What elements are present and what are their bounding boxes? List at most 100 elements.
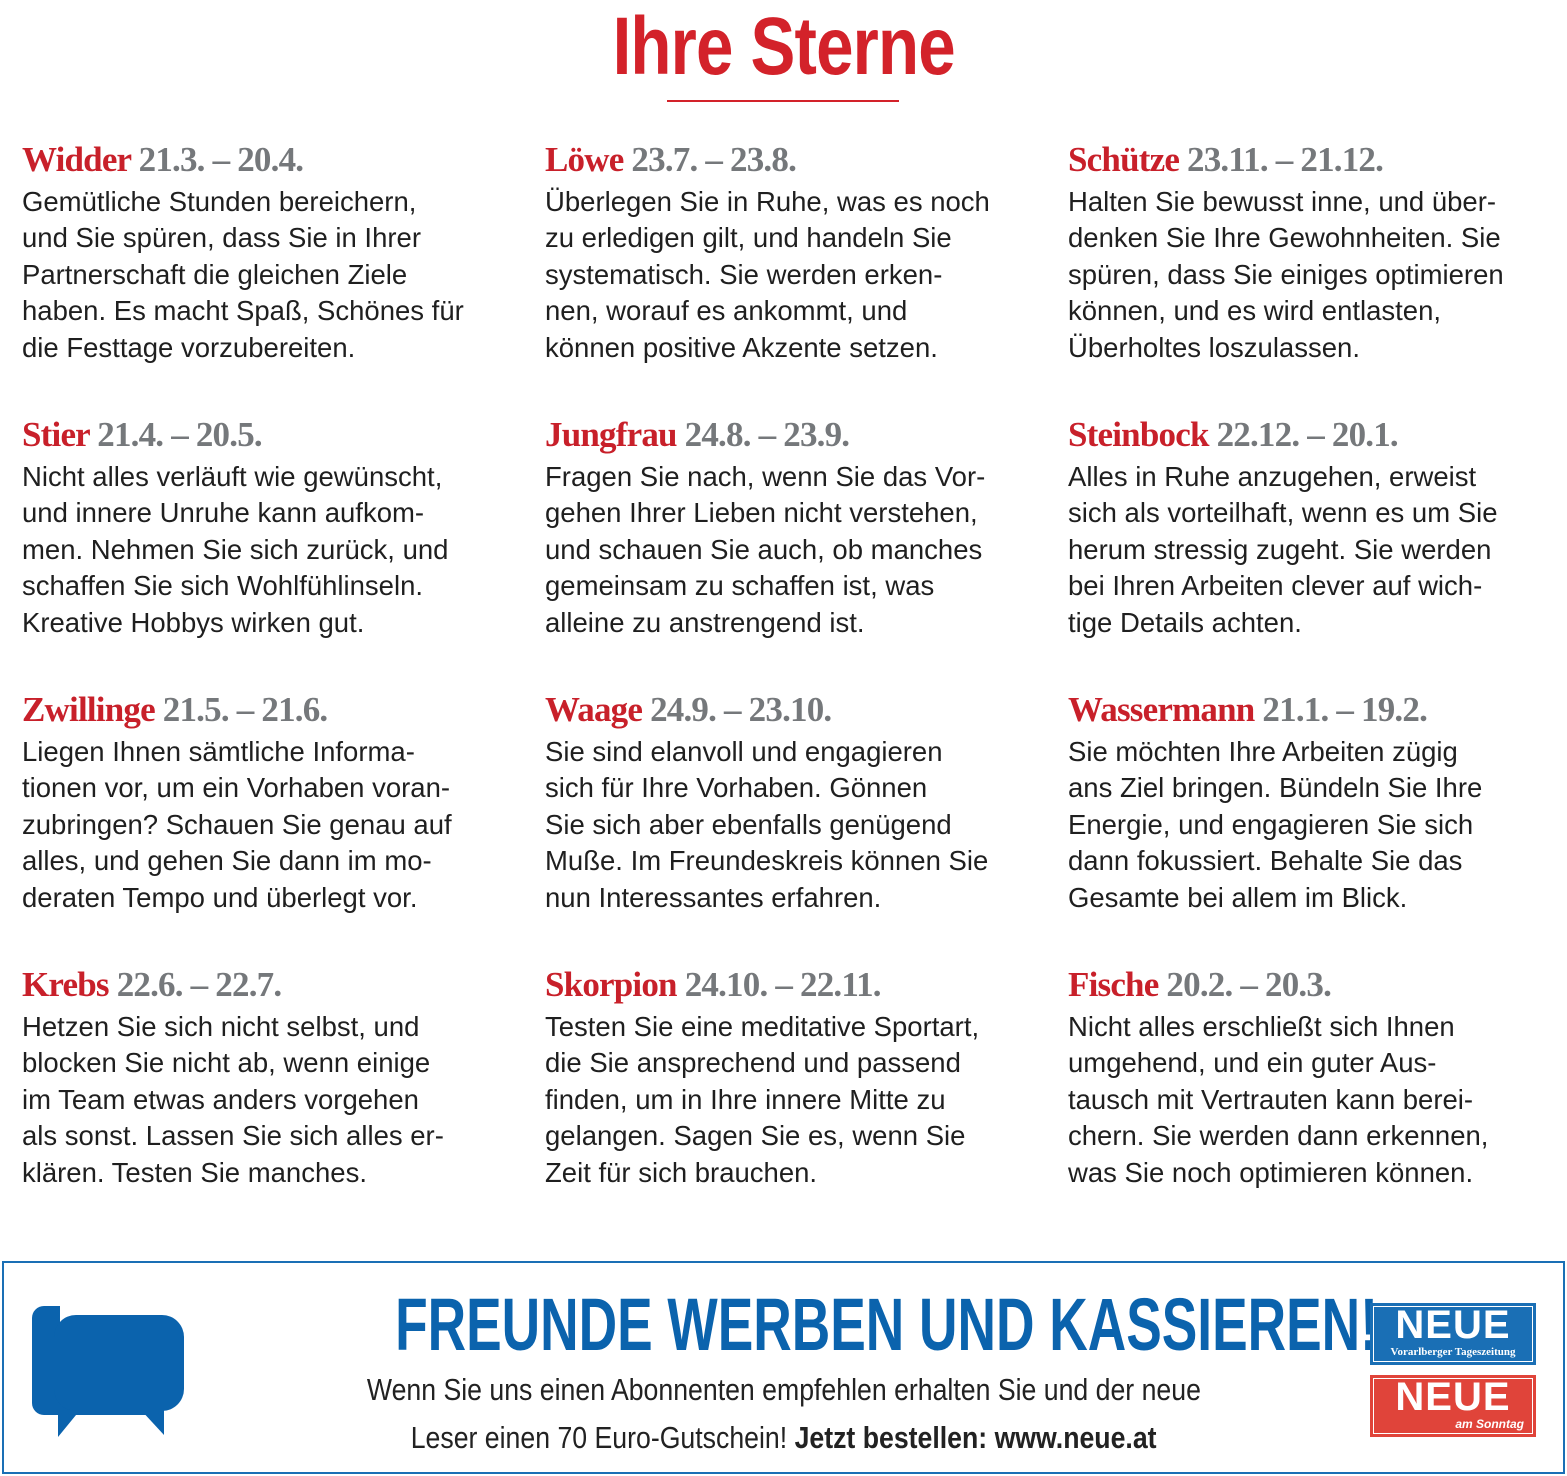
- sign-text: Nicht alles erschließt sich Ihnen umgehen…: [1068, 1009, 1567, 1191]
- horoscope-fische: Fische 20.2. – 20.3. Nicht alles erschlie…: [1068, 965, 1567, 1191]
- text-line: als sonst. Lassen Sie sich alles er-: [22, 1120, 444, 1152]
- sign-name: Jungfrau: [545, 415, 677, 454]
- sign-heading: Steinbock 22.12. – 20.1.: [1068, 415, 1567, 459]
- horoscope-wassermann: Wassermann 21.1. – 19.2. Sie möchten Ihre…: [1068, 690, 1567, 916]
- neue-tageszeitung-logo[interactable]: NEUE Vorarlberger Tageszeitung: [1370, 1303, 1536, 1365]
- sign-text: Nicht alles verläuft wie gewünscht, und i…: [22, 459, 532, 641]
- text-line: Partnerschaft die gleichen Ziele: [22, 258, 408, 290]
- text-line: nen, worauf es ankommt, und: [545, 295, 908, 327]
- text-line: und innere Unruhe kann aufkom-: [22, 497, 425, 529]
- sign-name: Fische: [1068, 965, 1159, 1004]
- sign-dates: 24.10. – 22.11.: [684, 965, 882, 1004]
- text-line: können positive Akzente setzen.: [545, 331, 938, 363]
- horoscope-zwillinge: Zwillinge 21.5. – 21.6. Liegen Ihnen sämt…: [22, 690, 532, 916]
- advertisement-banner[interactable]: FREUNDE WERBEN UND KASSIEREN! Wenn Sie u…: [2, 1261, 1565, 1474]
- horoscope-schtze: Schütze 23.11. – 21.12. Halten Sie bewuss…: [1068, 140, 1567, 366]
- text-line: die Festtage vorzubereiten.: [22, 331, 356, 363]
- text-line: schaffen Sie sich Wohlfühlinseln.: [22, 570, 424, 602]
- text-line: blocken Sie nicht ab, wenn einige: [22, 1047, 431, 1079]
- sign-name: Skorpion: [545, 965, 678, 1004]
- text-line: zubringen? Schauen Sie genau auf: [22, 808, 452, 840]
- horoscope-widder: Widder 21.3. – 20.4. Gemütliche Stunden b…: [22, 140, 532, 366]
- text-line: gehen Ihrer Lieben nicht verstehen,: [545, 497, 978, 529]
- neue-am-sonntag-logo[interactable]: NEUE am Sonntag: [1370, 1375, 1536, 1437]
- ad-headline: FREUNDE WERBEN UND KASSIEREN!: [395, 1283, 1378, 1366]
- text-line: Nicht alles erschließt sich Ihnen: [1068, 1011, 1455, 1042]
- sign-dates: 24.9. – 23.10.: [650, 690, 832, 729]
- horoscope-stier: Stier 21.4. – 20.5. Nicht alles verläuft …: [22, 415, 532, 641]
- text-line: sich als vorteilhaft, wenn es um Sie: [1068, 497, 1498, 529]
- text-line: und schauen Sie auch, ob manches: [545, 533, 983, 565]
- text-line: herum stressig zugeht. Sie werden: [1068, 533, 1492, 565]
- text-line: und Sie spüren, dass Sie in Ihrer: [22, 222, 421, 254]
- text-line: chern. Sie werden dann erkennen,: [1068, 1120, 1489, 1152]
- text-line: klären. Testen Sie manches.: [22, 1156, 367, 1188]
- sign-text: Fragen Sie nach, wenn Sie das Vor-gehen …: [545, 459, 1055, 641]
- text-line: Muße. Im Freundeskreis können Sie: [545, 845, 989, 877]
- sign-heading: Löwe 23.7. – 23.8.: [545, 140, 1055, 184]
- sign-heading: Widder 21.3. – 20.4.: [22, 140, 532, 184]
- sign-dates: 20.2. – 20.3.: [1166, 965, 1332, 1004]
- sign-text: Überlegen Sie in Ruhe, was es noch zu erl…: [545, 184, 1055, 366]
- sign-dates: 22.12. – 20.1.: [1216, 415, 1399, 454]
- sign-name: Krebs: [22, 965, 110, 1004]
- sign-text: Sie möchten Ihre Arbeiten zügig ans Ziel …: [1068, 734, 1567, 916]
- sign-heading: Schütze 23.11. – 21.12.: [1068, 140, 1567, 184]
- text-line: Testen Sie eine meditative Sportart,: [545, 1011, 980, 1042]
- sign-heading: Zwillinge 21.5. – 21.6.: [22, 690, 532, 734]
- sign-heading: Skorpion 24.10. – 22.11.: [545, 965, 1055, 1009]
- text-line: nun Interessantes erfahren.: [545, 881, 882, 913]
- sign-dates: 21.1. – 19.2.: [1262, 690, 1428, 729]
- sign-text: Gemütliche Stunden bereichern, und Sie sp…: [22, 184, 532, 366]
- horoscope-waage: Waage 24.9. – 23.10. Sie sind elanvoll un…: [545, 690, 1055, 916]
- text-line: im Team etwas anders vorgehen: [22, 1083, 419, 1115]
- text-line: Zeit für sich brauchen.: [545, 1156, 818, 1188]
- text-line: Überholtes loszulassen.: [1068, 331, 1360, 363]
- sign-text: Sie sind elanvoll und engagieren sich für…: [545, 734, 1055, 916]
- text-line: zu erledigen gilt, und handeln Sie: [545, 222, 952, 254]
- text-line: Halten Sie bewusst inne, und über-: [1068, 186, 1497, 217]
- text-line: alleine zu anstrengend ist.: [545, 606, 865, 638]
- text-line: Gesamte bei allem im Blick.: [1068, 881, 1408, 913]
- text-line: finden, um in Ihre innere Mitte zu: [545, 1083, 946, 1115]
- text-line: Nicht alles verläuft wie gewünscht,: [22, 461, 443, 492]
- sign-heading: Waage 24.9. – 23.10.: [545, 690, 1055, 734]
- text-line: Hetzen Sie sich nicht selbst, und: [22, 1011, 420, 1042]
- sign-text: Hetzen Sie sich nicht selbst, und blocken…: [22, 1009, 532, 1191]
- text-line: was Sie noch optimieren können.: [1068, 1156, 1474, 1188]
- text-line: tausch mit Vertrauten kann berei-: [1068, 1083, 1474, 1115]
- text-line: tionen vor, um ein Vorhaben voran-: [22, 772, 451, 804]
- text-line: Alles in Ruhe anzugehen, erweist: [1068, 461, 1477, 492]
- text-line: Energie, und engagieren Sie sich: [1068, 808, 1474, 840]
- sign-dates: 23.7. – 23.8.: [631, 140, 797, 179]
- sign-name: Schütze: [1068, 140, 1180, 179]
- text-line: Gemütliche Stunden bereichern,: [22, 186, 417, 217]
- text-line: Sie möchten Ihre Arbeiten zügig: [1068, 736, 1458, 767]
- text-line: spüren, dass Sie einiges optimieren: [1068, 258, 1504, 290]
- text-line: gemeinsam zu schaffen ist, was: [545, 570, 935, 602]
- sign-name: Steinbock: [1068, 415, 1209, 454]
- text-line: denken Sie Ihre Gewohnheiten. Sie: [1068, 222, 1501, 254]
- horoscope-jungfrau: Jungfrau 24.8. – 23.9. Fragen Sie nach, w…: [545, 415, 1055, 641]
- title-divider: [667, 100, 899, 102]
- sign-name: Löwe: [545, 140, 624, 179]
- text-line: Liegen Ihnen sämtliche Informa-: [22, 736, 415, 767]
- sign-dates: 22.6. – 22.7.: [116, 965, 282, 1004]
- chat-bubbles-icon: [32, 1306, 184, 1437]
- text-line: gelangen. Sagen Sie es, wenn Sie: [545, 1120, 966, 1152]
- text-line: umgehend, und ein guter Aus-: [1068, 1047, 1437, 1079]
- text-line: Sie sind elanvoll und engagieren: [545, 736, 943, 767]
- ad-cta-link[interactable]: Jetzt bestellen: www.neue.at: [794, 1420, 1157, 1455]
- text-line: Überlegen Sie in Ruhe, was es noch: [545, 186, 990, 217]
- text-line: dann fokussiert. Behalte Sie das: [1068, 845, 1463, 877]
- text-line: haben. Es macht Spaß, Schönes für: [22, 295, 464, 327]
- horoscope-lwe: Löwe 23.7. – 23.8. Überlegen Sie in Ruhe,…: [545, 140, 1055, 366]
- text-line: tige Details achten.: [1068, 606, 1302, 638]
- text-line: alles, und gehen Sie dann im mo-: [22, 845, 432, 877]
- sign-text: Alles in Ruhe anzugehen, erweist sich als…: [1068, 459, 1567, 641]
- sign-name: Wassermann: [1068, 690, 1255, 729]
- sign-name: Waage: [545, 690, 643, 729]
- sign-dates: 21.4. – 20.5.: [97, 415, 262, 454]
- ad-text-line-1: Wenn Sie uns einen Abonnenten empfehlen …: [366, 1372, 1202, 1407]
- sign-text: Liegen Ihnen sämtliche Informa-tionen vo…: [22, 734, 532, 916]
